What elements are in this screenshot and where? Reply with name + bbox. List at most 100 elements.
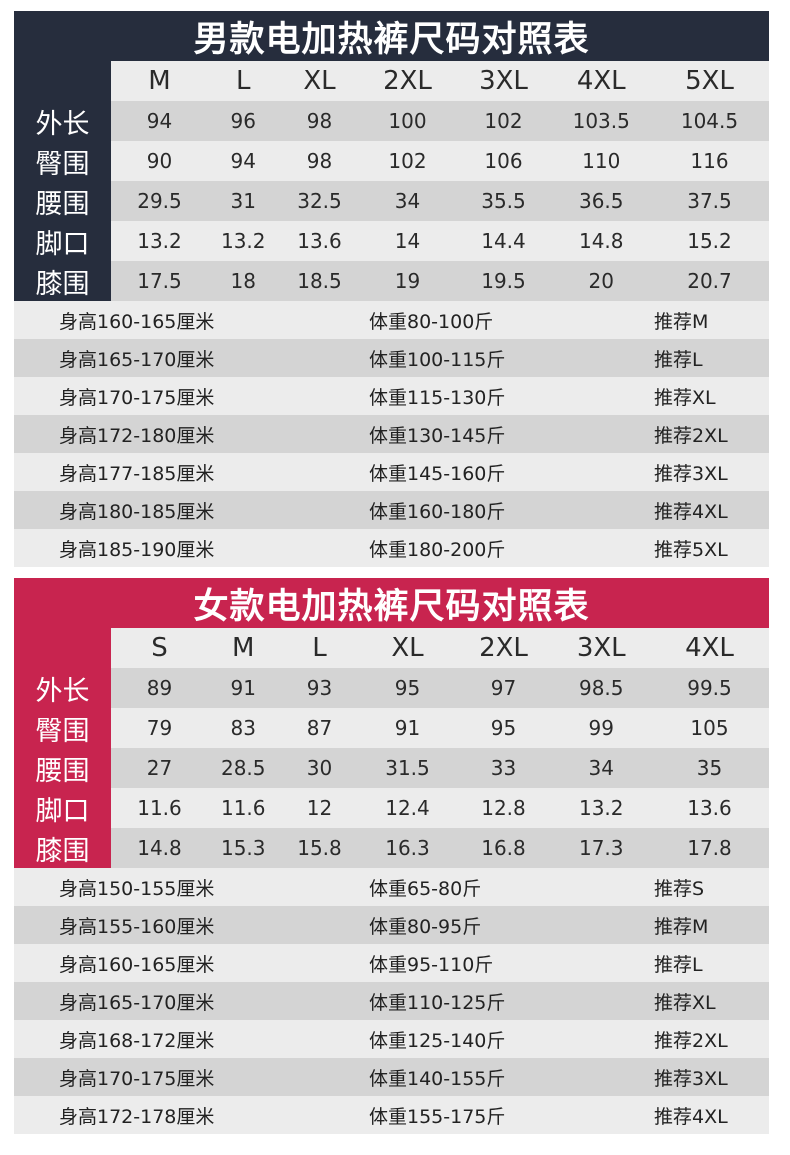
women-size-header-row: S M L XL 2XL 3XL 4XL <box>14 628 769 668</box>
men-measure-cell: 100 <box>388 109 427 133</box>
women-measure-row: 脚口 11.6 11.6 12 12.4 12.8 13.2 13.6 <box>14 788 769 828</box>
women-rec-weight: 体重95-110斤 <box>369 953 494 976</box>
women-measure-cell: 15.8 <box>297 836 342 860</box>
men-rec-rec: 推荐3XL <box>654 462 728 485</box>
men-measure-cell: 102 <box>388 149 427 173</box>
women-measure-cell: 17.8 <box>687 836 732 860</box>
women-measure-cell: 15.3 <box>220 836 266 860</box>
women-row-label: 臀围 <box>14 708 111 748</box>
women-rec-weight: 体重80-95斤 <box>369 915 482 938</box>
men-recommendation-row: 身高180-185厘米 体重160-180斤 推荐4XL <box>14 491 769 529</box>
women-size-header: XL <box>391 633 424 663</box>
women-size-header: 2XL <box>479 633 528 663</box>
women-header-corner <box>14 628 111 668</box>
men-rec-weight: 体重80-100斤 <box>369 310 494 333</box>
women-rec-weight: 体重110-125斤 <box>369 991 506 1014</box>
men-measure-cell: 29.5 <box>137 189 182 213</box>
men-row-label: 臀围 <box>14 141 111 181</box>
men-rec-height: 身高172-180厘米 <box>59 424 215 447</box>
men-measure-cell: 98 <box>306 109 333 133</box>
women-measure-cell: 30 <box>306 756 333 780</box>
men-measure-cell: 13.6 <box>297 229 342 253</box>
women-recommendation-row: 身高168-172厘米 体重125-140斤 推荐2XL <box>14 1020 769 1058</box>
men-measure-cell: 103.5 <box>572 109 630 133</box>
women-rec-rec: 推荐L <box>654 953 703 976</box>
men-rec-height: 身高180-185厘米 <box>59 500 215 523</box>
men-recommendation-row: 身高185-190厘米 体重180-200斤 推荐5XL <box>14 529 769 567</box>
women-rec-weight: 体重65-80斤 <box>369 877 482 900</box>
men-measure-cell: 15.2 <box>687 229 732 253</box>
men-size-header: XL <box>303 66 336 96</box>
men-row-label: 外长 <box>14 101 111 141</box>
men-recommendation-row: 身高170-175厘米 体重115-130斤 推荐XL <box>14 377 769 415</box>
women-size-header: M <box>232 633 255 663</box>
women-row-label: 腰围 <box>14 748 111 788</box>
men-size-header: 5XL <box>685 66 734 96</box>
men-rec-rec: 推荐L <box>654 348 703 371</box>
men-measure-cell: 20.7 <box>687 269 732 293</box>
women-measure-cell: 89 <box>146 676 173 700</box>
men-rec-weight: 体重130-145斤 <box>369 424 506 447</box>
women-size-header: L <box>312 633 327 663</box>
women-measure-cell: 14.8 <box>137 836 182 860</box>
women-measure-cell: 35 <box>696 756 723 780</box>
men-rec-height: 身高177-185厘米 <box>59 462 215 485</box>
women-rec-rec: 推荐M <box>654 915 709 938</box>
women-measure-cell: 105 <box>690 716 729 740</box>
men-recommendation-row: 身高172-180厘米 体重130-145斤 推荐2XL <box>14 415 769 453</box>
men-measure-cell: 36.5 <box>578 189 624 213</box>
women-measure-cell: 13.2 <box>578 796 624 820</box>
women-measure-cell: 95 <box>394 676 421 700</box>
women-recommendation-row: 身高170-175厘米 体重140-155斤 推荐3XL <box>14 1058 769 1096</box>
women-rec-rec: 推荐S <box>654 877 705 900</box>
men-rec-rec: 推荐2XL <box>654 424 728 447</box>
women-rec-rec: 推荐3XL <box>654 1067 728 1090</box>
women-measure-row: 膝围 14.8 15.3 15.8 16.3 16.8 17.3 17.8 <box>14 828 769 868</box>
women-measure-row: 腰围 27 28.5 30 31.5 33 34 35 <box>14 748 769 788</box>
women-measure-cell: 95 <box>490 716 517 740</box>
women-measure-row: 臀围 79 83 87 91 95 99 105 <box>14 708 769 748</box>
men-measure-cell: 19.5 <box>481 269 526 293</box>
men-measure-cell: 35.5 <box>481 189 526 213</box>
men-rec-weight: 体重115-130斤 <box>369 386 506 409</box>
men-measure-cell: 104.5 <box>680 109 739 133</box>
women-rec-rec: 推荐XL <box>654 991 716 1014</box>
women-rec-rec: 推荐4XL <box>654 1105 728 1128</box>
women-measure-cell: 27 <box>146 756 173 780</box>
women-rec-height: 身高168-172厘米 <box>59 1029 215 1052</box>
women-row-label: 外长 <box>14 668 111 708</box>
women-recommendation-row: 身高160-165厘米 体重95-110斤 推荐L <box>14 944 769 982</box>
women-measure-cell: 31.5 <box>385 756 430 780</box>
women-row-label: 脚口 <box>14 788 111 828</box>
women-size-header: S <box>151 633 168 663</box>
women-measure-cell: 16.8 <box>481 836 526 860</box>
men-measure-row: 外长 94 96 98 100 102 103.5 104.5 <box>14 101 769 141</box>
women-row-label: 膝围 <box>14 828 111 868</box>
men-measure-cell: 13.2 <box>137 229 182 253</box>
men-rec-rec: 推荐5XL <box>654 538 728 561</box>
women-rec-height: 身高165-170厘米 <box>59 991 215 1014</box>
men-measure-cell: 31 <box>230 189 256 213</box>
women-size-chart: 女款电加热裤尺码对照表 S M L XL 2XL 3XL 4XL 外长 89 91 93 95 97 98.… <box>14 578 769 1134</box>
men-size-header: 4XL <box>576 66 626 96</box>
men-row-label: 脚口 <box>14 221 111 261</box>
women-rec-height: 身高160-165厘米 <box>59 953 215 976</box>
men-measure-cell: 18 <box>230 269 256 293</box>
women-recommendation-row: 身高172-178厘米 体重155-175斤 推荐4XL <box>14 1096 769 1134</box>
women-rec-weight: 体重125-140斤 <box>369 1029 506 1052</box>
women-measure-cell: 91 <box>394 716 421 740</box>
women-measure-cell: 33 <box>490 756 517 780</box>
women-chart-title: 女款电加热裤尺码对照表 <box>14 578 769 628</box>
men-size-header: L <box>236 66 251 96</box>
men-measure-cell: 32.5 <box>297 189 342 213</box>
men-rec-rec: 推荐XL <box>654 386 716 409</box>
men-rec-rec: 推荐4XL <box>654 500 728 523</box>
men-measure-row: 膝围 17.5 18 18.5 19 19.5 20 20.7 <box>14 261 769 301</box>
women-measure-cell: 12.8 <box>481 796 526 820</box>
women-rec-height: 身高170-175厘米 <box>59 1067 215 1090</box>
women-rec-weight: 体重155-175斤 <box>369 1105 506 1128</box>
women-measure-cell: 13.6 <box>687 796 732 820</box>
men-recommendation-row: 身高177-185厘米 体重145-160斤 推荐3XL <box>14 453 769 491</box>
women-measure-row: 外长 89 91 93 95 97 98.5 99.5 <box>14 668 769 708</box>
men-measure-cell: 96 <box>230 109 256 133</box>
